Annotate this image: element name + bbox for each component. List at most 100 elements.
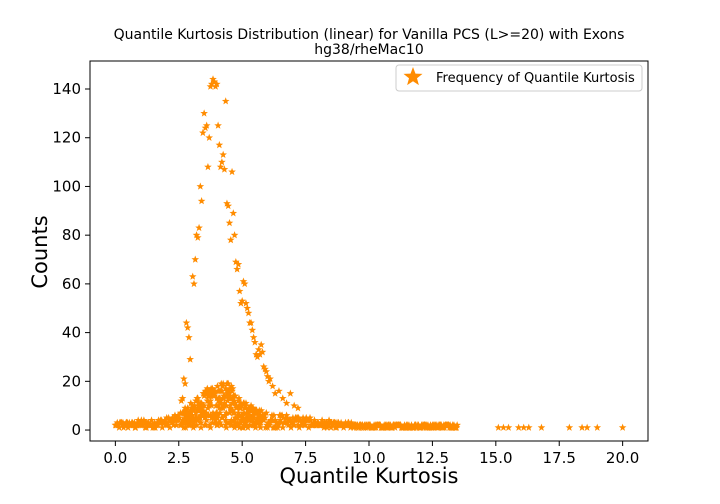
- x-tick-label: 17.5: [543, 449, 576, 467]
- data-point-815: [213, 80, 221, 88]
- data-point-795: [177, 396, 186, 405]
- legend-entry-label: Frequency of Quantile Kurtosis: [436, 71, 635, 86]
- y-tick-label: 140: [52, 80, 81, 98]
- data-point-826: [226, 236, 235, 244]
- data-point-803: [197, 197, 206, 205]
- data-point-787: [453, 421, 461, 429]
- data-point-432: [247, 401, 255, 409]
- data-point-45: [140, 416, 148, 424]
- data-point-858: [268, 382, 277, 390]
- data-point-848: [254, 345, 263, 353]
- data-point-238: [206, 423, 215, 431]
- data-point-818: [216, 162, 225, 171]
- data-point-217: [202, 421, 210, 429]
- data-point-807: [202, 121, 211, 129]
- data-point-536: [294, 421, 302, 429]
- data-point-830: [232, 257, 240, 266]
- data-point-805: [200, 109, 208, 117]
- data-point-698: [396, 421, 405, 429]
- data-point-555: [306, 413, 314, 422]
- data-point-445: [250, 413, 259, 422]
- data-point-350: [230, 396, 238, 405]
- data-point-872: [524, 423, 533, 431]
- data-point-867: [494, 423, 503, 431]
- data-point-486: [262, 408, 271, 417]
- data-point-295: [218, 413, 227, 422]
- data-point-391: [239, 413, 247, 422]
- data-point-328: [225, 389, 234, 397]
- data-point-247: [208, 418, 217, 426]
- data-point-244: [207, 401, 216, 409]
- data-point-484: [261, 413, 269, 422]
- data-point-287: [216, 399, 225, 407]
- data-point-313: [222, 401, 231, 409]
- data-point-293: [218, 387, 226, 395]
- chart-title-line2: hg38/rheMac10: [314, 42, 423, 58]
- legend-star-icon: [403, 67, 423, 86]
- data-point-799: [192, 231, 201, 239]
- data-point-101: [175, 413, 184, 422]
- data-point-269: [213, 408, 221, 417]
- data-point-873: [537, 423, 546, 431]
- x-tick-label: 0.0: [103, 449, 127, 467]
- data-point-284: [216, 408, 224, 417]
- data-point-511: [278, 411, 286, 419]
- data-point-407: [242, 399, 250, 407]
- data-point-315: [222, 423, 231, 431]
- data-point-804: [199, 128, 207, 137]
- data-point-52: [144, 418, 153, 426]
- data-point-846: [252, 350, 260, 358]
- x-tick-label: 20.0: [606, 449, 639, 467]
- data-point-343: [228, 406, 237, 414]
- data-point-870: [514, 423, 523, 431]
- data-point-194: [197, 418, 205, 426]
- data-point-373: [235, 394, 243, 402]
- data-point-276: [214, 401, 222, 409]
- data-point-620: [347, 418, 356, 426]
- data-point-812: [209, 75, 217, 83]
- data-point-829: [230, 231, 239, 239]
- data-point-338: [227, 382, 236, 390]
- data-point-556: [306, 416, 315, 424]
- data-point-553: [304, 423, 313, 431]
- data-point-844: [249, 333, 258, 341]
- data-point-235: [206, 421, 214, 429]
- data-point-442: [249, 411, 258, 419]
- data-point-585: [325, 416, 333, 424]
- data-point-409: [242, 421, 251, 429]
- x-tick-label: 5.0: [230, 449, 254, 467]
- data-point-193: [197, 423, 205, 431]
- y-tick-label: 40: [62, 324, 81, 342]
- data-point-239: [206, 396, 215, 405]
- data-point-824: [224, 201, 233, 210]
- data-point-361: [232, 404, 241, 412]
- data-point-827: [228, 167, 236, 176]
- data-point-859: [271, 389, 279, 397]
- data-point-847: [253, 352, 262, 361]
- data-point-808: [204, 162, 212, 171]
- data-point-271: [213, 382, 222, 390]
- data-point-842: [247, 318, 255, 327]
- data-point-819: [218, 158, 226, 166]
- data-point-249: [208, 384, 217, 392]
- data-point-179: [193, 394, 202, 402]
- data-point-800: [193, 233, 202, 241]
- data-point-208: [200, 401, 208, 409]
- y-tick-label: 100: [52, 177, 81, 195]
- y-axis-label: Counts: [28, 215, 52, 288]
- data-point-832: [234, 260, 243, 268]
- data-point-498: [270, 411, 278, 419]
- data-point-477: [256, 423, 265, 431]
- legend-box: [395, 64, 643, 92]
- data-point-802: [196, 182, 205, 190]
- data-point-6: [115, 423, 123, 431]
- data-point-424: [245, 421, 254, 429]
- data-point-825: [225, 218, 234, 227]
- data-point-508: [276, 416, 285, 424]
- data-point-855: [263, 372, 272, 380]
- data-point-372: [234, 408, 243, 417]
- data-point-850: [257, 340, 266, 349]
- data-point-861: [278, 394, 287, 402]
- data-point-440: [249, 404, 257, 412]
- data-point-500: [271, 416, 279, 424]
